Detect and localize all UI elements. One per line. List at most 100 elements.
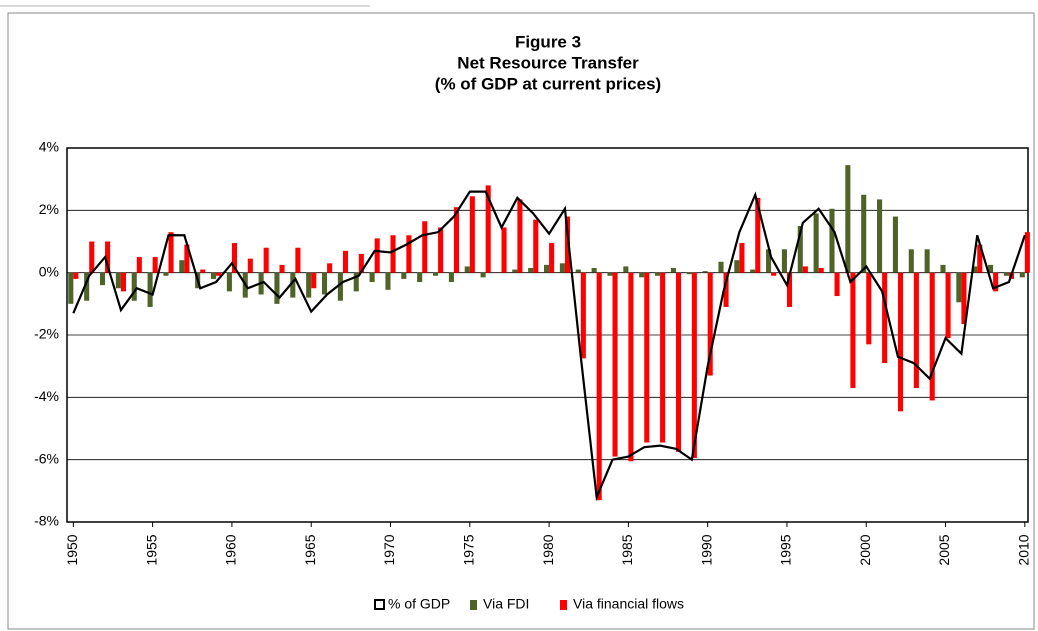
bar	[607, 272, 613, 276]
bar	[68, 272, 74, 304]
bar	[131, 272, 137, 301]
x-tick-label: 1955	[143, 534, 159, 565]
bar	[897, 272, 904, 412]
bar	[829, 208, 835, 273]
bar	[453, 207, 460, 273]
bar	[231, 243, 237, 273]
y-tick-label: -2%	[34, 326, 59, 342]
bar	[84, 272, 90, 301]
bar	[850, 272, 856, 388]
bar	[210, 272, 217, 279]
bar	[226, 272, 232, 292]
bar	[639, 272, 645, 278]
bar	[686, 272, 692, 275]
legend-swatch	[470, 600, 477, 610]
y-tick-label: 2%	[39, 201, 59, 217]
bar	[168, 232, 174, 273]
bar	[501, 227, 507, 273]
bar	[385, 272, 391, 290]
bar	[417, 272, 423, 283]
bar	[580, 272, 586, 359]
bar	[528, 267, 534, 273]
legend-swatch	[560, 600, 567, 610]
bar	[374, 238, 380, 273]
bar	[120, 272, 126, 292]
chart-frame	[7, 12, 1035, 630]
bar	[655, 272, 661, 276]
bar	[512, 269, 518, 273]
bar	[115, 272, 121, 289]
x-tick-label: 2005	[936, 534, 952, 565]
legend-label: Via financial flows	[573, 596, 684, 612]
bar	[274, 272, 280, 304]
bar	[702, 271, 708, 273]
bar	[1019, 272, 1025, 278]
chart-title: Figure 3	[515, 32, 581, 51]
x-tick-label: 1950	[64, 534, 80, 565]
bar	[147, 272, 153, 307]
bar	[73, 272, 79, 279]
chart-title: (% of GDP at current prices)	[435, 74, 661, 93]
x-tick-label: 1965	[302, 534, 318, 565]
bar	[559, 263, 565, 273]
bar	[1024, 232, 1030, 273]
chart-title: Net Resource Transfer	[457, 53, 639, 72]
bar	[993, 272, 999, 292]
x-tick-label: 1970	[381, 534, 397, 565]
bar	[136, 257, 142, 273]
bar	[660, 272, 666, 443]
bar	[892, 216, 898, 273]
bar	[337, 272, 343, 301]
bar	[945, 272, 951, 339]
y-tick-label: 4%	[39, 139, 59, 155]
bar	[734, 260, 740, 273]
bar	[623, 266, 629, 273]
bar	[1003, 272, 1009, 276]
bar	[596, 272, 602, 501]
x-tick-label: 1960	[223, 534, 239, 565]
bar	[940, 264, 946, 273]
line	[72, 190, 1026, 502]
bar	[961, 272, 967, 325]
bar	[718, 261, 724, 273]
bar	[464, 266, 470, 273]
bar	[929, 272, 935, 401]
bar	[924, 249, 930, 273]
bar	[591, 267, 597, 273]
x-tick-label: 1975	[460, 534, 476, 565]
x-tick-label: 2000	[857, 534, 873, 565]
bar	[401, 272, 407, 279]
bar	[179, 260, 185, 273]
bar	[327, 263, 333, 273]
bar	[612, 272, 618, 457]
bar	[342, 250, 349, 273]
bar	[438, 227, 444, 273]
y-tick-label: -4%	[34, 388, 59, 404]
bar	[908, 249, 914, 273]
bar	[485, 185, 491, 273]
x-tick-label: 1995	[778, 534, 794, 565]
bar	[675, 272, 682, 452]
bar	[802, 266, 808, 273]
bar	[766, 249, 772, 273]
bar	[797, 225, 803, 273]
bar	[448, 272, 454, 283]
bar	[628, 272, 634, 462]
bar	[422, 221, 428, 273]
bar	[786, 272, 793, 307]
bar	[517, 199, 523, 273]
bar	[866, 272, 872, 345]
bar	[845, 165, 851, 273]
bar	[480, 272, 486, 278]
bar	[263, 247, 269, 273]
bar	[279, 264, 285, 273]
bar	[353, 272, 359, 292]
bar	[290, 272, 296, 298]
bar	[549, 243, 555, 273]
bar	[89, 241, 95, 273]
bar	[295, 247, 301, 273]
bar	[781, 249, 787, 273]
y-tick-label: 0%	[39, 263, 59, 279]
